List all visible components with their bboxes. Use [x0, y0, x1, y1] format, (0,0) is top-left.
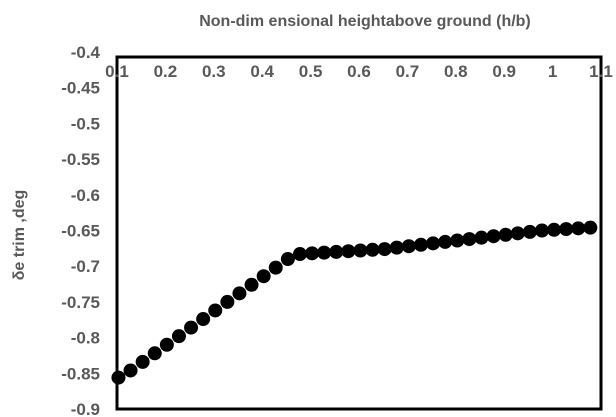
y-axis-title: δe trim ,deg	[11, 190, 28, 281]
x-axis-title: Non-dim ensional heightabove ground (h/b…	[199, 13, 531, 30]
x-tick-label: 0.5	[299, 62, 323, 81]
data-point	[244, 277, 259, 292]
data-point	[268, 260, 283, 275]
data-point	[377, 242, 392, 257]
y-tick-label: -0.4	[71, 43, 101, 62]
data-point	[522, 224, 537, 239]
data-point	[438, 234, 453, 249]
x-tick-label: 0.7	[396, 62, 420, 81]
data-point	[111, 370, 126, 385]
data-point	[401, 239, 416, 254]
data-point	[510, 226, 525, 241]
data-point	[123, 363, 138, 378]
data-point	[462, 232, 477, 247]
data-point	[559, 222, 574, 237]
data-point	[256, 269, 271, 284]
y-tick-label: -0.45	[61, 79, 100, 98]
y-tick-label: -0.7	[71, 257, 100, 276]
x-tick-label: 1.1	[589, 62, 613, 81]
data-point	[329, 244, 344, 259]
x-tick-label: 0.1	[105, 62, 129, 81]
data-point	[220, 294, 235, 309]
data-point	[571, 221, 586, 236]
data-point	[280, 252, 295, 267]
data-point	[486, 229, 501, 244]
x-tick-label: 1	[548, 62, 557, 81]
x-tick-label: 0.6	[347, 62, 371, 81]
data-point	[232, 286, 247, 301]
plot-area-frame	[115, 55, 603, 411]
data-point	[184, 320, 199, 335]
y-tick-label: -0.8	[71, 329, 100, 348]
data-point	[450, 233, 465, 248]
x-tick-label: 0.9	[492, 62, 516, 81]
x-tick-label: 0.8	[444, 62, 468, 81]
data-point	[208, 303, 223, 318]
data-point	[292, 247, 307, 262]
x-tick-label: 0.3	[202, 62, 226, 81]
y-tick-label: -0.6	[71, 186, 100, 205]
data-point	[305, 246, 320, 261]
data-point	[413, 237, 428, 252]
data-point	[353, 243, 368, 258]
data-point	[534, 223, 549, 238]
y-tick-label: -0.85	[61, 364, 100, 383]
data-point	[547, 222, 562, 237]
y-tick-label: -0.75	[61, 293, 100, 312]
data-point	[171, 329, 186, 344]
data-point	[474, 230, 489, 245]
y-tick-label: -0.55	[61, 150, 100, 169]
x-tick-label: 0.2	[154, 62, 178, 81]
y-tick-label: -0.9	[71, 400, 100, 417]
data-point	[365, 242, 380, 257]
y-tick-label: -0.5	[71, 114, 100, 133]
x-tick-label: 0.4	[250, 62, 274, 81]
data-point	[159, 337, 174, 352]
data-point	[426, 236, 441, 251]
data-point	[317, 245, 332, 260]
data-point	[147, 346, 162, 361]
data-point	[196, 312, 211, 327]
y-tick-label: -0.65	[61, 222, 100, 241]
data-point	[135, 354, 150, 369]
data-point	[498, 227, 513, 242]
data-point	[583, 220, 598, 235]
data-point	[389, 240, 404, 255]
data-point	[341, 244, 356, 259]
